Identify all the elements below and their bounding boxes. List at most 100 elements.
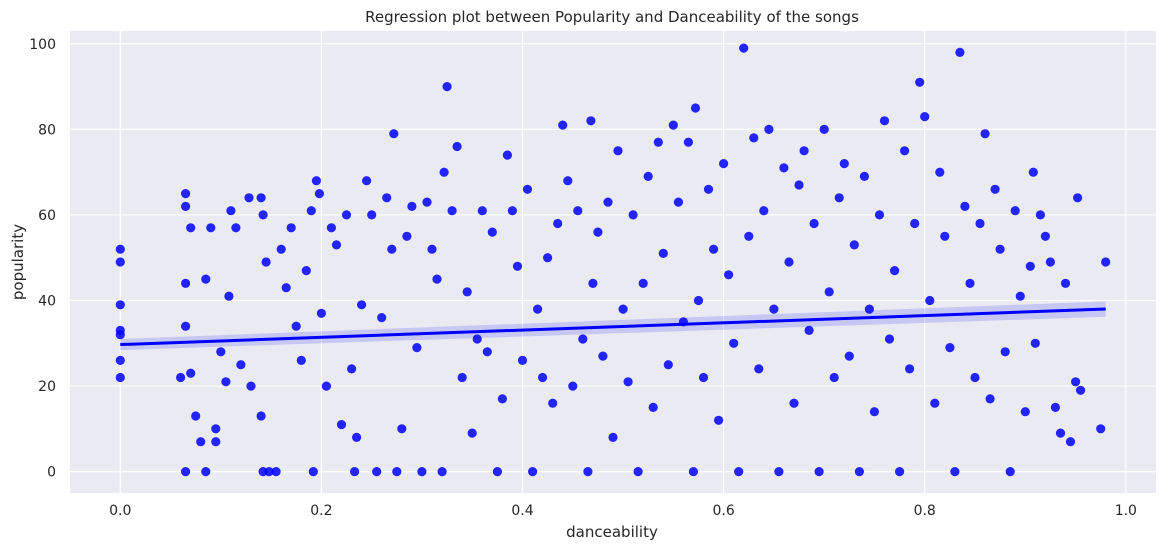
data-point <box>291 321 301 331</box>
data-point <box>754 364 764 374</box>
data-point <box>497 394 507 404</box>
data-point <box>281 283 291 293</box>
data-point <box>357 300 367 310</box>
data-point <box>296 355 306 365</box>
plot-background <box>70 31 1156 493</box>
data-point <box>744 231 754 241</box>
y-tick-label: 60 <box>38 208 56 224</box>
data-point <box>115 330 125 340</box>
data-point <box>244 193 254 203</box>
data-point <box>935 167 945 177</box>
x-axis-label: danceability <box>566 523 658 541</box>
data-point <box>834 193 844 203</box>
data-point <box>990 184 1000 194</box>
data-point <box>588 278 598 288</box>
data-point <box>980 129 990 139</box>
data-point <box>1015 291 1025 301</box>
data-point <box>321 381 331 391</box>
data-point <box>286 223 296 233</box>
data-point <box>809 218 819 229</box>
data-point <box>709 244 719 254</box>
data-point <box>900 146 910 156</box>
data-point <box>568 381 578 391</box>
data-point <box>864 304 875 314</box>
data-point <box>683 137 694 147</box>
regression-line-group <box>120 301 1106 351</box>
data-point <box>326 223 336 233</box>
data-point <box>1005 467 1015 477</box>
x-tick-label: 0.8 <box>914 503 936 519</box>
data-point <box>854 467 865 477</box>
x-tick-labels: 0.0 0.2 0.4 0.6 0.8 1.0 <box>109 503 1137 519</box>
x-tick-label: 0.0 <box>109 503 131 519</box>
data-point <box>377 313 387 323</box>
data-point <box>879 116 890 126</box>
data-point <box>784 257 794 267</box>
data-point <box>779 163 789 173</box>
scatter-points <box>115 43 1111 477</box>
data-point <box>1096 424 1106 434</box>
data-point <box>402 231 412 241</box>
data-point <box>115 372 125 383</box>
data-point <box>533 304 543 314</box>
data-point <box>729 338 739 348</box>
data-point <box>1035 210 1045 220</box>
data-point <box>389 129 399 139</box>
regression-line <box>120 307 1106 347</box>
data-point <box>452 141 462 152</box>
data-point <box>945 343 955 353</box>
data-point <box>764 124 774 134</box>
data-point <box>643 171 653 181</box>
data-point <box>186 223 196 233</box>
data-point <box>442 82 452 92</box>
data-point <box>608 432 618 442</box>
grid-lines <box>70 31 1156 493</box>
data-point <box>690 103 701 113</box>
y-tick-label: 100 <box>29 37 56 53</box>
data-point <box>548 398 558 408</box>
data-point <box>181 189 191 199</box>
data-point <box>502 150 512 160</box>
data-point <box>392 467 402 477</box>
data-point <box>673 197 684 207</box>
data-point <box>613 146 623 156</box>
data-point <box>693 295 704 306</box>
data-point <box>397 424 407 434</box>
data-point <box>437 467 447 477</box>
data-point <box>447 206 457 216</box>
data-point <box>1055 428 1066 438</box>
y-tick-label: 0 <box>47 465 56 481</box>
data-point <box>583 467 593 477</box>
data-point <box>367 210 377 220</box>
data-point <box>528 467 538 477</box>
data-point <box>457 372 467 383</box>
data-point <box>658 248 668 258</box>
data-point <box>462 287 472 297</box>
data-point <box>261 257 271 267</box>
data-point <box>573 206 583 216</box>
data-point <box>663 360 673 370</box>
data-point <box>236 360 246 370</box>
data-point <box>1101 257 1111 267</box>
data-point <box>201 274 211 284</box>
data-point <box>258 210 268 220</box>
data-point <box>819 124 829 134</box>
data-point <box>985 394 995 404</box>
data-point <box>653 137 663 147</box>
data-point <box>1040 231 1050 241</box>
data-point <box>191 411 201 421</box>
data-point <box>749 133 759 143</box>
data-point <box>538 372 548 383</box>
data-point <box>668 120 678 130</box>
data-point <box>814 467 824 477</box>
data-point <box>115 244 125 254</box>
data-point <box>181 278 191 288</box>
data-point <box>331 240 342 250</box>
data-point <box>920 112 930 122</box>
data-point <box>930 398 940 408</box>
data-point <box>314 189 324 199</box>
data-point <box>844 351 854 361</box>
data-point <box>849 240 859 250</box>
data-point <box>362 176 372 186</box>
data-point <box>603 197 613 207</box>
